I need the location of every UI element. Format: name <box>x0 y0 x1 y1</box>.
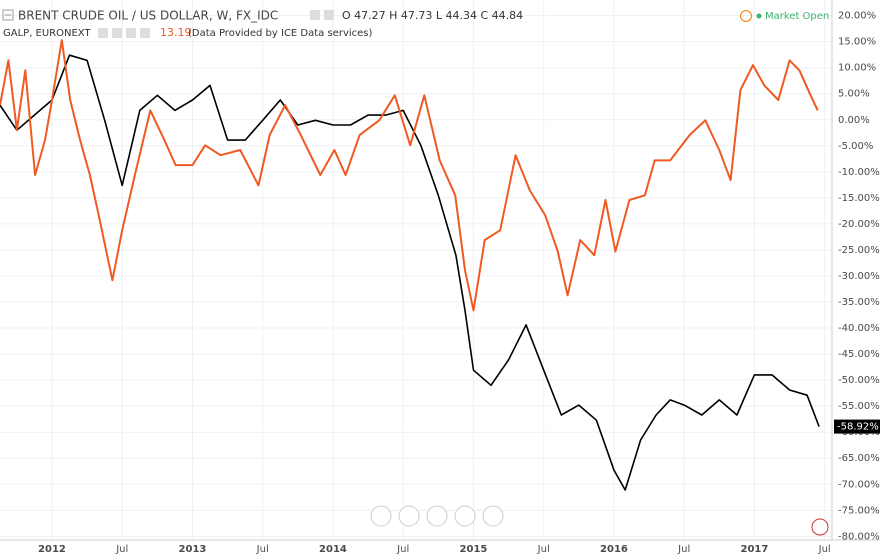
icon[interactable] <box>112 28 122 38</box>
y-tick-label: -5.00% <box>838 141 873 152</box>
x-tick-label: Jul <box>256 544 269 555</box>
compare-value: 13.19 <box>160 26 192 39</box>
icon[interactable] <box>140 28 150 38</box>
symbol-title: BRENT CRUDE OIL / US DOLLAR, W, FX_IDC <box>18 9 278 23</box>
y-tick-label: -15.00% <box>838 193 880 204</box>
status-dot <box>756 13 762 19</box>
market-status: Market Open <box>765 11 829 22</box>
series-line <box>0 39 819 312</box>
icon[interactable] <box>310 10 320 20</box>
last-value-label: -58.92% <box>837 422 879 433</box>
plot <box>0 39 820 491</box>
x-tick-label: 2014 <box>319 544 347 555</box>
flag-icon[interactable] <box>811 518 829 536</box>
y-tick-label: 10.00% <box>838 63 876 74</box>
ohlc: O 47.27 H 47.73 L 44.34 C 44.84 <box>342 9 523 22</box>
last-value-box <box>834 419 880 434</box>
x-tick-label: 2016 <box>600 544 628 555</box>
x-tick-label: Jul <box>115 544 128 555</box>
zoom-in[interactable] <box>454 505 476 527</box>
y-tick-label: -45.00% <box>838 349 880 360</box>
series-line <box>0 54 820 491</box>
y-tick-label: 20.00% <box>838 11 876 22</box>
y-tick-label: -50.00% <box>838 375 880 386</box>
alert-icon[interactable] <box>740 10 752 22</box>
y-tick-label: -20.00% <box>838 219 880 230</box>
y-tick-label: -35.00% <box>838 297 880 308</box>
y-tick-label: -25.00% <box>838 245 880 256</box>
x-tick-label: 2013 <box>179 544 207 555</box>
scroll-left[interactable] <box>370 505 392 527</box>
x-tick-label: Jul <box>396 544 409 555</box>
y-tick-label: -30.00% <box>838 271 880 282</box>
y-tick-label: 0.00% <box>838 115 870 126</box>
y-tick-label: -70.00% <box>838 479 880 490</box>
zoom-out[interactable] <box>398 505 420 527</box>
reset[interactable] <box>426 505 448 527</box>
navigation <box>370 505 504 527</box>
x-tick-label: Jul <box>677 544 690 555</box>
icon[interactable] <box>126 28 136 38</box>
y-tick-label: -55.00% <box>838 401 880 412</box>
x-tick-label: 2012 <box>38 544 66 555</box>
y-tick-label: -40.00% <box>838 323 880 334</box>
y-tick-label: -75.00% <box>838 505 880 516</box>
grid <box>0 0 832 540</box>
scroll-right[interactable] <box>482 505 504 527</box>
y-tick-label: 5.00% <box>838 89 870 100</box>
y-tick-label: 15.00% <box>838 37 876 48</box>
source-note: (Data Provided by ICE Data services) <box>188 28 373 39</box>
x-tick-label: Jul <box>818 544 831 555</box>
y-tick-label: -65.00% <box>838 453 880 464</box>
x-tick-label: 2015 <box>460 544 488 555</box>
x-tick-label: Jul <box>537 544 550 555</box>
x-tick-label: 2017 <box>741 544 769 555</box>
y-tick-label: -80.00% <box>838 531 880 542</box>
icon[interactable] <box>324 10 334 20</box>
icon[interactable] <box>98 28 108 38</box>
collapse-icon[interactable] <box>2 9 14 21</box>
y-tick-label: -10.00% <box>838 167 880 178</box>
compare-symbol: GALP, EURONEXT <box>3 28 91 39</box>
